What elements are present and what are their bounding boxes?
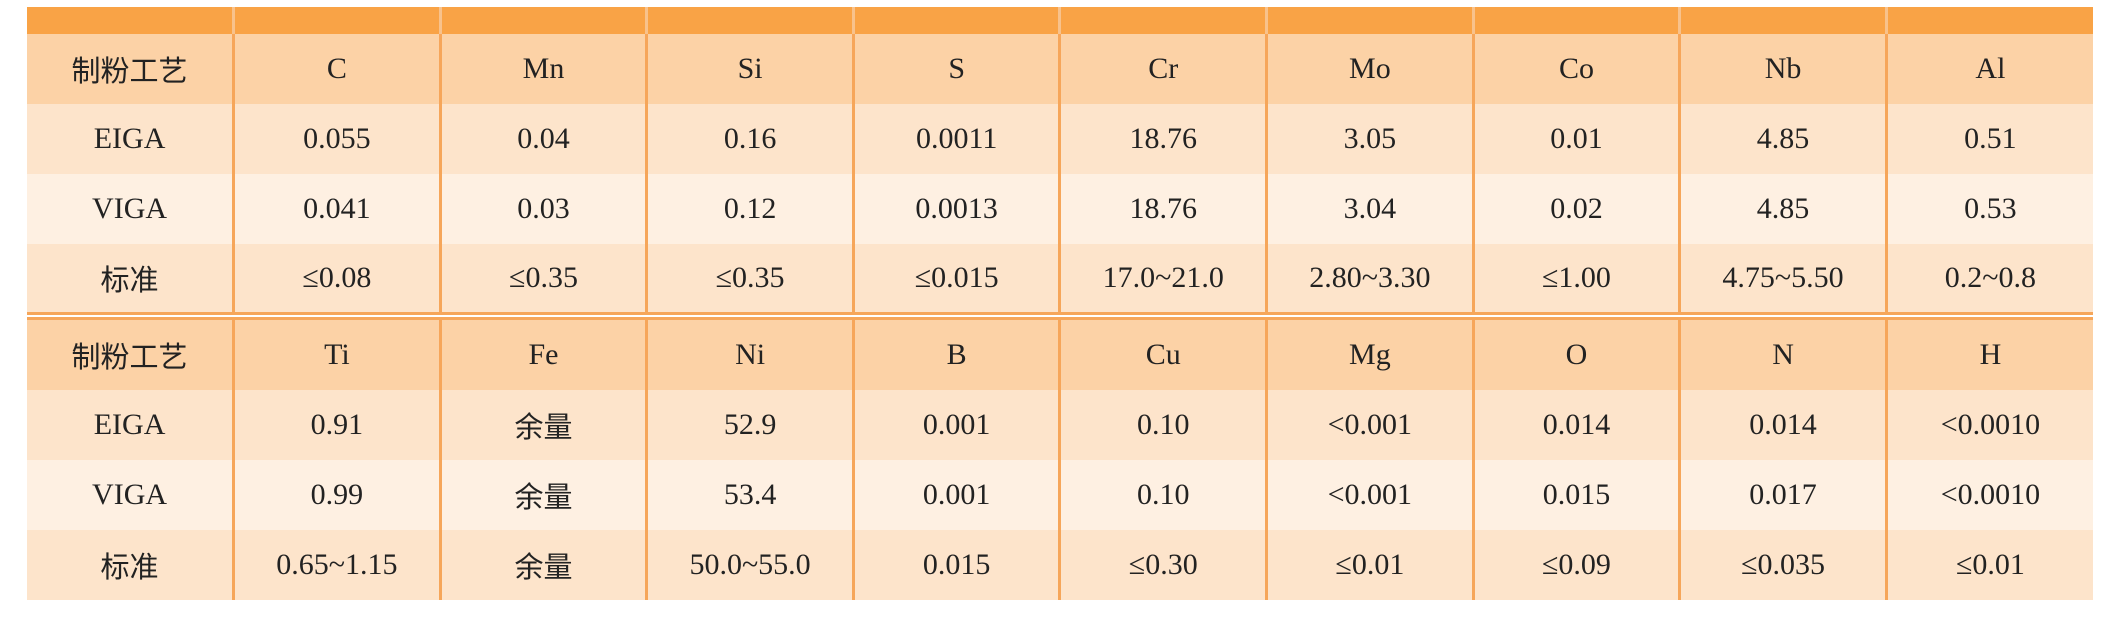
header-cell: Nb [1678,34,1888,104]
table-cell: ≤0.08 [232,244,442,314]
table-row: EIGA 0.91 余量 52.9 0.001 0.10 <0.001 0.01… [27,390,2093,460]
table-cell: 4.75~5.50 [1678,244,1888,314]
header-cell: Al [1884,34,2093,104]
composition-table: 制粉工艺 C Mn Si S Cr Mo Co Nb Al EIGA 0.055… [27,7,2093,600]
table-cell: 0.99 [232,460,442,530]
table-cell: 标准 [27,244,236,314]
table-top-bar [27,7,2093,34]
table-cell: 0.001 [851,390,1062,460]
table-cell: 53.4 [645,460,855,530]
table-cell: EIGA [27,104,236,174]
table-row: VIGA 0.99 余量 53.4 0.001 0.10 <0.001 0.01… [27,460,2093,530]
table-cell: 0.91 [232,390,442,460]
table-cell: 3.04 [1265,174,1475,244]
table-cell: 0.51 [1884,104,2093,174]
table-cell: <0.001 [1265,460,1475,530]
table-cell: 0.015 [1471,460,1682,530]
table-cell: 0.041 [232,174,442,244]
table-cell: <0.001 [1265,390,1475,460]
table-cell: ≤0.015 [851,244,1062,314]
table-cell: ≤0.01 [1884,530,2093,600]
table-cell: 0.015 [851,530,1062,600]
table-cell: 0.001 [851,460,1062,530]
table-header-row-top: 制粉工艺 C Mn Si S Cr Mo Co Nb Al [27,34,2093,104]
table-cell: 0.10 [1058,390,1269,460]
table-cell: EIGA [27,390,236,460]
table-cell: 17.0~21.0 [1058,244,1269,314]
table-cell: 0.10 [1058,460,1269,530]
table-cell: 0.2~0.8 [1884,244,2093,314]
table-cell: 0.055 [232,104,442,174]
header-cell: Ti [232,318,442,390]
table-cell: 0.16 [645,104,855,174]
table-cell: ≤0.09 [1471,530,1682,600]
table-header-row-bottom: 制粉工艺 Ti Fe Ni B Cu Mg O N H [27,318,2093,390]
table-cell: ≤0.30 [1058,530,1269,600]
table-cell: 0.014 [1678,390,1888,460]
table-cell: 50.0~55.0 [645,530,855,600]
table-row: VIGA 0.041 0.03 0.12 0.0013 18.76 3.04 0… [27,174,2093,244]
header-cell: 制粉工艺 [27,318,236,390]
table-row: 标准 0.65~1.15 余量 50.0~55.0 0.015 ≤0.30 ≤0… [27,530,2093,600]
table-cell: 18.76 [1058,174,1269,244]
table-cell: 0.04 [438,104,649,174]
table-cell: 余量 [438,390,649,460]
header-cell: Cr [1058,34,1269,104]
table-cell: 18.76 [1058,104,1269,174]
header-cell: Cu [1058,318,1269,390]
header-cell: O [1471,318,1682,390]
header-cell: Mn [438,34,649,104]
table-cell: 0.0013 [851,174,1062,244]
table-cell: ≤0.01 [1265,530,1475,600]
header-cell: B [851,318,1062,390]
header-cell: Mo [1265,34,1475,104]
composition-table-container: 制粉工艺 C Mn Si S Cr Mo Co Nb Al EIGA 0.055… [27,7,2093,600]
table-cell: 4.85 [1678,174,1888,244]
table-cell: 标准 [27,530,236,600]
header-cell: N [1678,318,1888,390]
table-cell: 0.017 [1678,460,1888,530]
table-cell: 0.65~1.15 [232,530,442,600]
header-cell: Si [645,34,855,104]
header-cell: Mg [1265,318,1475,390]
table-cell: 52.9 [645,390,855,460]
header-cell: Fe [438,318,649,390]
table-cell: <0.0010 [1884,460,2093,530]
table-cell: 3.05 [1265,104,1475,174]
table-cell: 余量 [438,460,649,530]
table-cell: ≤0.35 [645,244,855,314]
table-cell: 4.85 [1678,104,1888,174]
table-cell: ≤1.00 [1471,244,1682,314]
header-cell: Ni [645,318,855,390]
table-cell: 0.12 [645,174,855,244]
header-cell: S [851,34,1062,104]
table-cell: VIGA [27,174,236,244]
table-cell: 0.01 [1471,104,1682,174]
header-cell: Co [1471,34,1682,104]
table-cell: <0.0010 [1884,390,2093,460]
header-cell: C [232,34,442,104]
table-cell: VIGA [27,460,236,530]
table-cell: ≤0.035 [1678,530,1888,600]
table-cell: 0.53 [1884,174,2093,244]
header-cell: 制粉工艺 [27,34,236,104]
table-row: 标准 ≤0.08 ≤0.35 ≤0.35 ≤0.015 17.0~21.0 2.… [27,244,2093,314]
table-row: EIGA 0.055 0.04 0.16 0.0011 18.76 3.05 0… [27,104,2093,174]
table-cell: ≤0.35 [438,244,649,314]
table-cell: 0.02 [1471,174,1682,244]
table-cell: 0.0011 [851,104,1062,174]
table-cell: 余量 [438,530,649,600]
table-cell: 0.014 [1471,390,1682,460]
table-cell: 0.03 [438,174,649,244]
header-cell: H [1884,318,2093,390]
table-divider [27,312,2093,320]
table-cell: 2.80~3.30 [1265,244,1475,314]
